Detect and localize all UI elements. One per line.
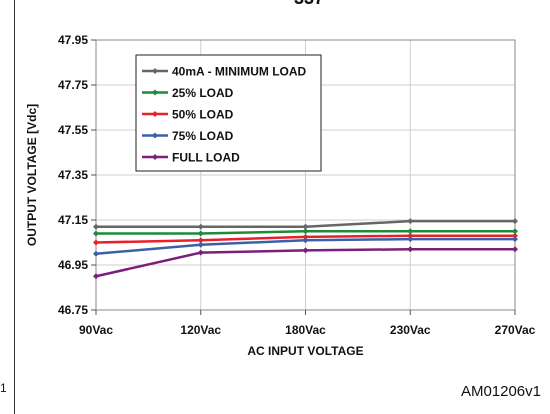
y-tick-label: 47.35 — [58, 168, 88, 182]
series-group — [93, 218, 518, 280]
data-point — [93, 273, 99, 280]
data-point — [93, 230, 99, 237]
data-point — [302, 247, 309, 254]
y-tick-label: 46.75 — [58, 303, 88, 317]
y-axis-ticks: 46.75 46.95 47.15 47.35 47.55 47.75 47.95 — [58, 33, 96, 317]
series-2 — [93, 228, 518, 237]
data-point — [302, 223, 309, 230]
data-point — [512, 246, 518, 253]
data-point — [407, 232, 414, 239]
data-point — [407, 218, 414, 225]
data-point — [302, 233, 309, 240]
data-point — [93, 239, 99, 246]
legend-label: 25% LOAD — [172, 86, 234, 100]
legend-marker — [152, 68, 158, 74]
data-point — [512, 236, 518, 243]
data-point — [407, 228, 414, 235]
y-tick-label: 46.95 — [58, 258, 88, 272]
y-tick-label: 47.55 — [58, 123, 88, 137]
legend-marker — [152, 111, 158, 117]
data-point — [407, 246, 414, 253]
data-point — [93, 223, 99, 230]
legend-label: FULL LOAD — [172, 151, 240, 165]
page-header-fragment: 337 — [294, 0, 324, 9]
data-point — [512, 228, 518, 235]
edge-mark: 1 — [0, 381, 7, 395]
x-axis-title: AC INPUT VOLTAGE — [247, 344, 363, 358]
series-4 — [93, 236, 518, 257]
series-1 — [93, 218, 518, 230]
series-5 — [93, 246, 518, 280]
legend-marker — [152, 132, 158, 139]
y-tick-label: 47.75 — [58, 78, 88, 92]
legend-label: 40mA - MINIMUM LOAD — [172, 65, 307, 79]
data-point — [197, 223, 204, 230]
data-point — [512, 218, 518, 225]
series-3 — [93, 232, 518, 246]
data-point — [197, 249, 204, 256]
x-tick-label: 180Vac — [285, 323, 326, 337]
legend: 40mA - MINIMUM LOAD 25% LOAD 50% LOAD 75% L… — [135, 54, 322, 172]
data-point — [302, 237, 309, 244]
legend-marker — [152, 154, 158, 160]
x-tick-label: 90Vac — [79, 323, 113, 337]
data-point — [407, 236, 414, 243]
x-tick-label: 120Vac — [180, 323, 221, 337]
data-point — [197, 241, 204, 248]
y-tick-label: 47.15 — [58, 213, 88, 227]
data-point — [197, 237, 204, 244]
x-tick-label: 230Vac — [390, 323, 431, 337]
y-axis-title: OUTPUT VOLTAGE [Vdc] — [25, 104, 39, 246]
data-point — [512, 232, 518, 239]
y-tick-label: 47.95 — [58, 33, 88, 47]
data-point — [302, 228, 309, 235]
figure-id: AM01206v1 — [460, 383, 541, 400]
legend-label: 50% LOAD — [172, 108, 234, 122]
x-tick-label: 270Vac — [495, 323, 536, 337]
data-point — [197, 230, 204, 237]
legend-marker — [152, 89, 158, 96]
legend-label: 75% LOAD — [172, 129, 234, 143]
data-point — [93, 250, 99, 257]
x-axis-ticks: 90Vac 120Vac 180Vac 230Vac 270Vac — [79, 310, 536, 337]
